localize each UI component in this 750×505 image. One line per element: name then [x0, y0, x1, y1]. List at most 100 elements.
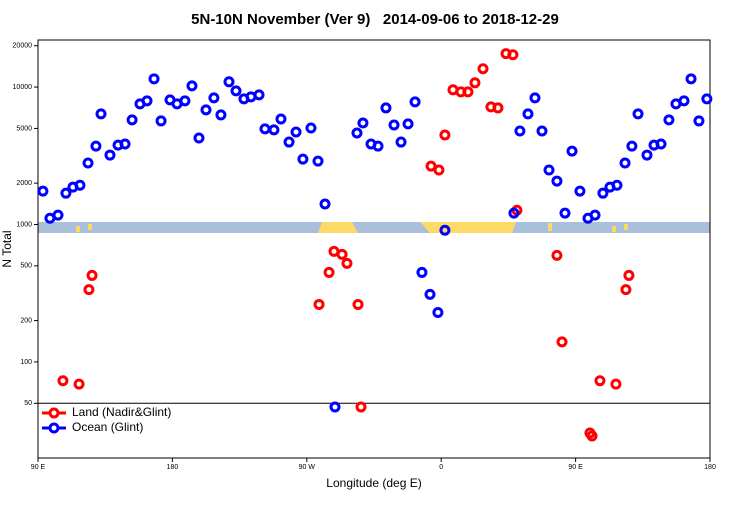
- point: [215, 109, 227, 121]
- legend-marker: [48, 407, 60, 419]
- point: [589, 209, 601, 221]
- point: [543, 164, 555, 176]
- legend-label: Ocean (Glint): [72, 420, 143, 434]
- point: [611, 179, 623, 191]
- point: [574, 185, 586, 197]
- y-axis-label: N Total: [0, 230, 14, 267]
- point: [432, 306, 444, 318]
- point: [551, 175, 563, 187]
- point: [594, 375, 606, 387]
- legend: Land (Nadir&Glint)Ocean (Glint): [42, 405, 171, 434]
- y-tick-label: 2000: [16, 180, 32, 187]
- point: [73, 378, 85, 390]
- point: [186, 80, 198, 92]
- point: [148, 73, 160, 85]
- point: [52, 209, 64, 221]
- point: [268, 124, 280, 136]
- land-strip: [624, 224, 628, 230]
- land-strip: [548, 223, 552, 231]
- point: [678, 95, 690, 107]
- point: [74, 179, 86, 191]
- point: [275, 113, 287, 125]
- point: [104, 149, 116, 161]
- point: [425, 160, 437, 172]
- x-tick-label: 0: [439, 464, 443, 471]
- point: [141, 95, 153, 107]
- point: [693, 115, 705, 127]
- point: [83, 284, 95, 296]
- point: [395, 136, 407, 148]
- y-tick-label: 10000: [13, 84, 33, 91]
- point: [357, 117, 369, 129]
- point: [230, 85, 242, 97]
- point: [469, 77, 481, 89]
- point: [536, 125, 548, 137]
- y-tick-label: 100: [20, 359, 32, 366]
- plot-frame: [37, 39, 711, 459]
- point: [416, 266, 428, 278]
- point: [297, 153, 309, 165]
- point: [336, 248, 348, 260]
- point: [439, 224, 451, 236]
- point: [200, 104, 212, 116]
- point: [60, 187, 72, 199]
- land-strip: [76, 226, 80, 232]
- x-tick-label: 180: [167, 464, 179, 471]
- point: [253, 89, 265, 101]
- point: [37, 185, 49, 197]
- ocean-strip: [38, 222, 710, 233]
- point: [597, 187, 609, 199]
- point: [355, 401, 367, 413]
- point: [508, 207, 520, 219]
- point: [329, 401, 341, 413]
- point: [179, 95, 191, 107]
- y-tick-label: 5000: [16, 125, 32, 132]
- point: [352, 298, 364, 310]
- x-tick-label: 90 E: [31, 464, 46, 471]
- y-tick-label: 1000: [16, 221, 32, 228]
- point: [632, 108, 644, 120]
- point: [462, 86, 474, 98]
- point: [556, 336, 568, 348]
- point: [566, 145, 578, 157]
- point: [586, 430, 598, 442]
- point: [290, 126, 302, 138]
- y-tick-label: 20000: [13, 43, 33, 50]
- point: [492, 102, 504, 114]
- point: [626, 140, 638, 152]
- point: [409, 96, 421, 108]
- point: [551, 249, 563, 261]
- point: [155, 115, 167, 127]
- point: [57, 375, 69, 387]
- point: [223, 76, 235, 88]
- point: [193, 132, 205, 144]
- map-strip: [38, 222, 710, 233]
- point: [90, 140, 102, 152]
- point: [341, 257, 353, 269]
- point: [380, 102, 392, 114]
- point: [559, 207, 571, 219]
- point: [82, 157, 94, 169]
- point: [388, 119, 400, 131]
- land-strip: [318, 222, 358, 233]
- point: [119, 138, 131, 150]
- point: [623, 269, 635, 281]
- y-tick-label: 50: [24, 400, 32, 407]
- x-tick-label: 90 E: [568, 464, 583, 471]
- point: [477, 63, 489, 75]
- point: [86, 269, 98, 281]
- point: [319, 198, 331, 210]
- point: [655, 138, 667, 150]
- point: [619, 157, 631, 169]
- point: [641, 149, 653, 161]
- point: [439, 129, 451, 141]
- point: [313, 298, 325, 310]
- point: [312, 155, 324, 167]
- legend-marker: [48, 422, 60, 434]
- point: [685, 73, 697, 85]
- point: [323, 266, 335, 278]
- point: [610, 378, 622, 390]
